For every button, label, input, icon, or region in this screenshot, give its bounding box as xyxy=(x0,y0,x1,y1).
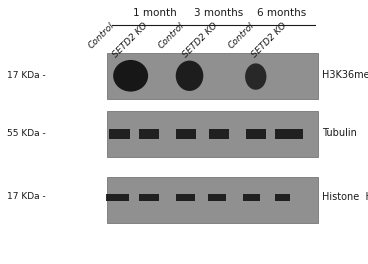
Text: 17 KDa -: 17 KDa - xyxy=(7,192,46,201)
Text: Control: Control xyxy=(156,21,186,51)
Bar xyxy=(275,129,302,139)
Text: 17 KDa -: 17 KDa - xyxy=(7,71,46,80)
Text: Control: Control xyxy=(226,21,256,51)
Text: SETD2 KO: SETD2 KO xyxy=(251,21,289,60)
Text: Tubulin: Tubulin xyxy=(322,128,357,138)
Ellipse shape xyxy=(176,60,204,91)
Bar xyxy=(275,194,290,201)
Bar xyxy=(176,194,195,201)
Bar xyxy=(246,129,266,139)
Bar xyxy=(209,129,229,139)
Bar xyxy=(139,129,159,139)
Text: 55 KDa -: 55 KDa - xyxy=(7,129,46,138)
Text: H3K36me3: H3K36me3 xyxy=(322,70,368,80)
Text: SETD2 KO: SETD2 KO xyxy=(111,21,149,60)
Bar xyxy=(176,129,196,139)
Text: 3 months: 3 months xyxy=(194,8,244,18)
Text: 6 months: 6 months xyxy=(257,8,306,18)
Text: Histone  H3: Histone H3 xyxy=(322,192,368,202)
Bar xyxy=(208,194,226,201)
Text: 1 month: 1 month xyxy=(133,8,176,18)
Bar xyxy=(107,111,318,157)
Bar xyxy=(107,53,318,99)
Bar xyxy=(139,194,159,201)
Bar xyxy=(243,194,260,201)
Text: Control: Control xyxy=(86,21,116,51)
Ellipse shape xyxy=(245,63,266,90)
Bar xyxy=(107,177,318,223)
Ellipse shape xyxy=(113,60,148,92)
Text: SETD2 KO: SETD2 KO xyxy=(181,21,219,60)
Bar xyxy=(106,194,129,201)
Bar xyxy=(109,129,130,139)
